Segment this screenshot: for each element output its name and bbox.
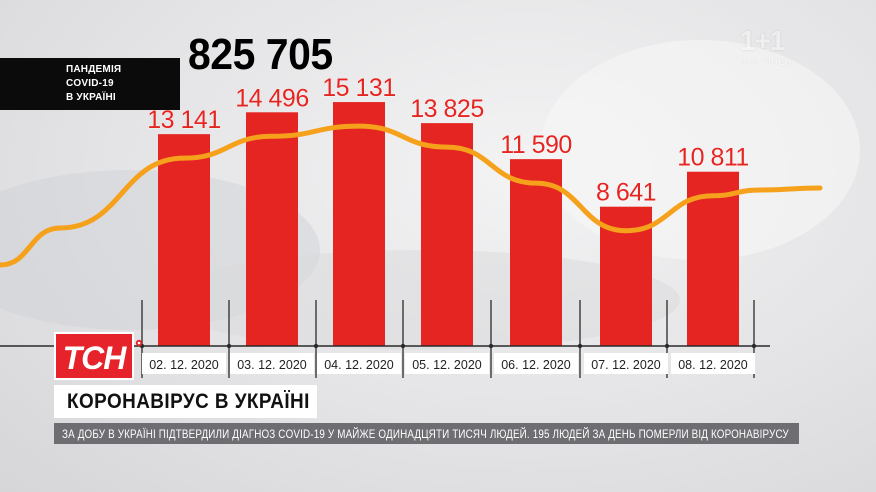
watermark-logo-text: 1+1 xyxy=(740,25,785,56)
bar-value-label: 13 825 xyxy=(410,95,483,123)
topic-label-line-1: ПАНДЕМІЯ xyxy=(66,64,122,75)
bar-value-label: 15 131 xyxy=(322,74,395,102)
bar xyxy=(687,171,739,346)
x-tick-label: 07. 12. 2020 xyxy=(591,358,661,372)
topic-label-line-2: COVID-19 xyxy=(66,78,114,89)
topic-label-line-3: В УКРАЇНІ xyxy=(66,92,116,103)
axis-tick-dot xyxy=(577,343,583,349)
live-mark-icon xyxy=(135,339,143,347)
date-label-bg xyxy=(317,353,401,374)
date-label-bg xyxy=(494,353,578,374)
headline-bar: КОРОНАВІРУС В УКРАЇНІ xyxy=(54,385,317,418)
axis-tick-dot xyxy=(400,343,406,349)
tsn-logo: ТСН xyxy=(54,332,134,380)
watermark-sub-text: 1+1 VIDEO xyxy=(742,57,793,67)
axis-tick-dot xyxy=(226,343,232,349)
bar xyxy=(246,112,298,346)
axis-tick-dot xyxy=(664,343,670,349)
channel-watermark-logo: 1+1 1+1 VIDEO xyxy=(738,25,828,71)
ticker-text: ЗА ДОБУ В УКРАЇНІ ПІДТВЕРДИЛИ ДІАГНОЗ CO… xyxy=(62,427,789,441)
axis-tick-dot xyxy=(488,343,494,349)
bar xyxy=(333,102,385,346)
date-label-bg xyxy=(584,353,668,374)
date-label-bg xyxy=(671,353,755,374)
date-label-bg xyxy=(405,353,489,374)
bg-blob xyxy=(540,40,860,260)
x-tick-label: 04. 12. 2020 xyxy=(324,358,394,372)
bar-value-label: 14 496 xyxy=(235,84,308,112)
bar-value-label: 13 141 xyxy=(147,106,220,134)
trend-line xyxy=(0,123,823,268)
date-label-bg xyxy=(142,353,226,374)
x-tick-label: 02. 12. 2020 xyxy=(149,358,219,372)
bar-value-label: 10 811 xyxy=(677,144,749,172)
date-label-bg xyxy=(230,353,314,374)
axis-tick-dot xyxy=(751,343,757,349)
bar xyxy=(421,123,473,347)
headline-text: КОРОНАВІРУС В УКРАЇНІ xyxy=(67,390,310,413)
total-cases-number: 825 705 xyxy=(188,30,333,79)
x-tick-label: 08. 12. 2020 xyxy=(678,358,748,372)
bar-value-label: 11 590 xyxy=(500,131,572,159)
tsn-logo-text: ТСН xyxy=(62,340,127,376)
x-tick-label: 06. 12. 2020 xyxy=(501,358,571,372)
bar xyxy=(510,159,562,346)
topic-label-box: ПАНДЕМІЯ COVID-19 В УКРАЇНІ xyxy=(0,58,180,110)
bar-value-label: 8 641 xyxy=(596,179,656,207)
ticker-bar: ЗА ДОБУ В УКРАЇНІ ПІДТВЕРДИЛИ ДІАГНОЗ CO… xyxy=(54,423,799,444)
x-tick-label: 05. 12. 2020 xyxy=(412,358,482,372)
x-tick-label: 03. 12. 2020 xyxy=(237,358,307,372)
axis-tick-dot xyxy=(313,343,319,349)
bar xyxy=(158,134,210,346)
